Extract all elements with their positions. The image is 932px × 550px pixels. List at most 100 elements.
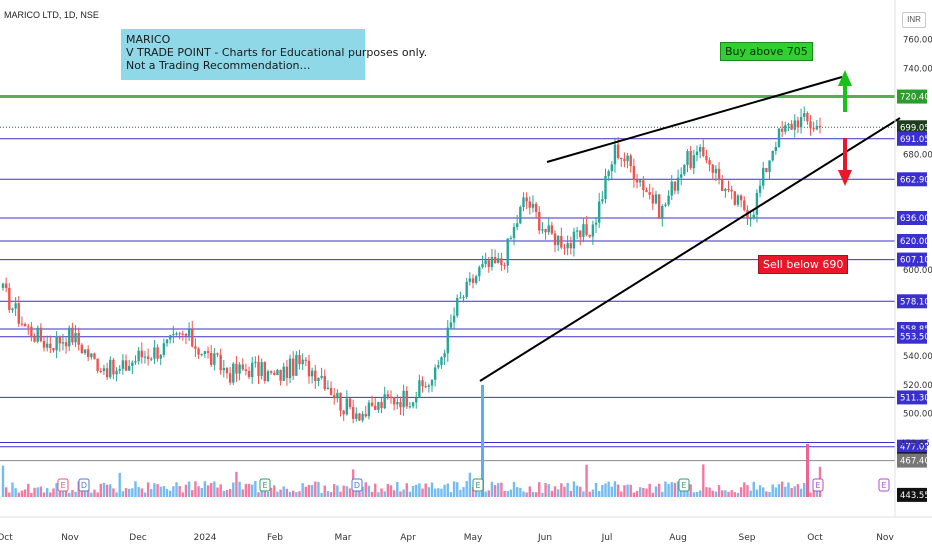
volume-bar — [80, 489, 84, 497]
candle-body — [803, 113, 806, 117]
candle-body — [673, 181, 677, 191]
candle-body — [364, 414, 367, 417]
candle-body — [446, 327, 449, 354]
candle-body — [320, 375, 323, 378]
volume-bar — [235, 471, 238, 497]
candle-body — [358, 413, 361, 421]
candle-body — [301, 359, 304, 365]
x-tick-label: Apr — [400, 533, 416, 543]
candle-body — [490, 257, 494, 267]
volume-bar — [692, 492, 696, 497]
volume-bar — [437, 488, 440, 497]
sell-signal-label: Sell below 690 — [758, 255, 849, 274]
volume-bar — [563, 486, 566, 497]
volume-bar — [172, 486, 175, 497]
candle-body — [620, 157, 623, 159]
candle-body — [333, 394, 336, 399]
x-tick-label: 2024 — [194, 533, 217, 543]
volume-bar — [610, 486, 614, 497]
candle-body — [531, 203, 535, 208]
x-tick-label: Dec — [129, 533, 146, 543]
candle-body — [780, 128, 784, 132]
candle-body — [515, 223, 519, 228]
candle-body — [326, 387, 330, 390]
volume-bar — [150, 488, 153, 497]
candle-body — [392, 397, 396, 405]
event-marker-icon — [472, 478, 484, 492]
volume-bar — [165, 489, 169, 497]
volume-bar — [121, 491, 125, 497]
candle-body — [528, 201, 531, 208]
volume-bar — [799, 488, 803, 497]
candle-body — [285, 366, 289, 379]
y-tick-label: 500.00 — [903, 410, 932, 420]
volume-bar — [90, 492, 93, 497]
volume-bar — [307, 484, 311, 497]
level-tag-label: 553.50 — [900, 333, 930, 343]
volume-bar — [301, 483, 304, 497]
candle-body — [121, 360, 125, 369]
candle-body — [806, 113, 809, 122]
event-marker-label: E — [881, 481, 886, 490]
volume-bar — [168, 490, 172, 497]
annotation-line-3: Not a Trading Recommendation… — [126, 59, 311, 72]
candle-body — [194, 346, 197, 349]
candle-body — [339, 392, 342, 411]
volume-bar — [430, 482, 434, 497]
candle-body — [68, 327, 71, 347]
candle-body — [503, 265, 506, 267]
candle-body — [790, 123, 793, 130]
volume-bar — [484, 491, 487, 497]
volume-bar — [358, 491, 361, 497]
volume-bar — [143, 492, 147, 497]
volume-bar — [566, 482, 569, 497]
volume-bar — [203, 481, 207, 497]
candle-body — [402, 390, 405, 408]
volume-bar — [667, 483, 670, 497]
candle-body — [626, 155, 629, 162]
candle-body — [456, 298, 459, 316]
volume-bar — [329, 492, 333, 497]
candle-body — [638, 180, 642, 183]
volume-bar — [118, 472, 121, 497]
volume-bar — [17, 492, 20, 497]
currency-badge[interactable]: INR — [902, 12, 926, 28]
candle-body — [216, 353, 219, 355]
candle-body — [90, 353, 93, 358]
candle-body — [184, 333, 188, 336]
candle-body — [396, 402, 399, 405]
volume-bar — [102, 482, 106, 497]
volume-bar — [462, 487, 465, 497]
candle-body — [607, 171, 610, 177]
candle-body — [512, 227, 516, 238]
candle-body — [225, 367, 229, 374]
candle-body — [591, 224, 595, 237]
volume-bar — [449, 492, 453, 497]
volume-bar — [105, 484, 109, 497]
candle-body — [374, 405, 377, 410]
volume-bar — [803, 482, 806, 497]
candle-body — [468, 278, 472, 282]
candle-body — [437, 365, 440, 368]
candle-body — [105, 368, 109, 378]
level-tag-label: 720.40 — [900, 93, 930, 103]
volume-bar — [140, 488, 143, 497]
volume-bar — [273, 485, 276, 497]
volume-bar — [556, 489, 560, 497]
candle-body — [162, 343, 166, 355]
volume-bar — [515, 487, 519, 497]
candle-body — [64, 342, 68, 347]
volume-bar — [184, 484, 188, 497]
level-tag-bg — [897, 329, 927, 344]
candle-body — [109, 359, 112, 378]
candle-body — [42, 340, 46, 348]
price-axis: 760.00 740.00 680.00 600.00 540.00 520.00 500.… — [894, 0, 932, 517]
volume-bar — [689, 484, 692, 497]
candle-body — [705, 155, 708, 161]
candle-body — [575, 230, 579, 232]
y-tick-label: 740.00 — [903, 64, 932, 74]
candle-body — [124, 360, 128, 371]
candle-body — [175, 333, 178, 335]
volume-spike — [481, 385, 484, 497]
